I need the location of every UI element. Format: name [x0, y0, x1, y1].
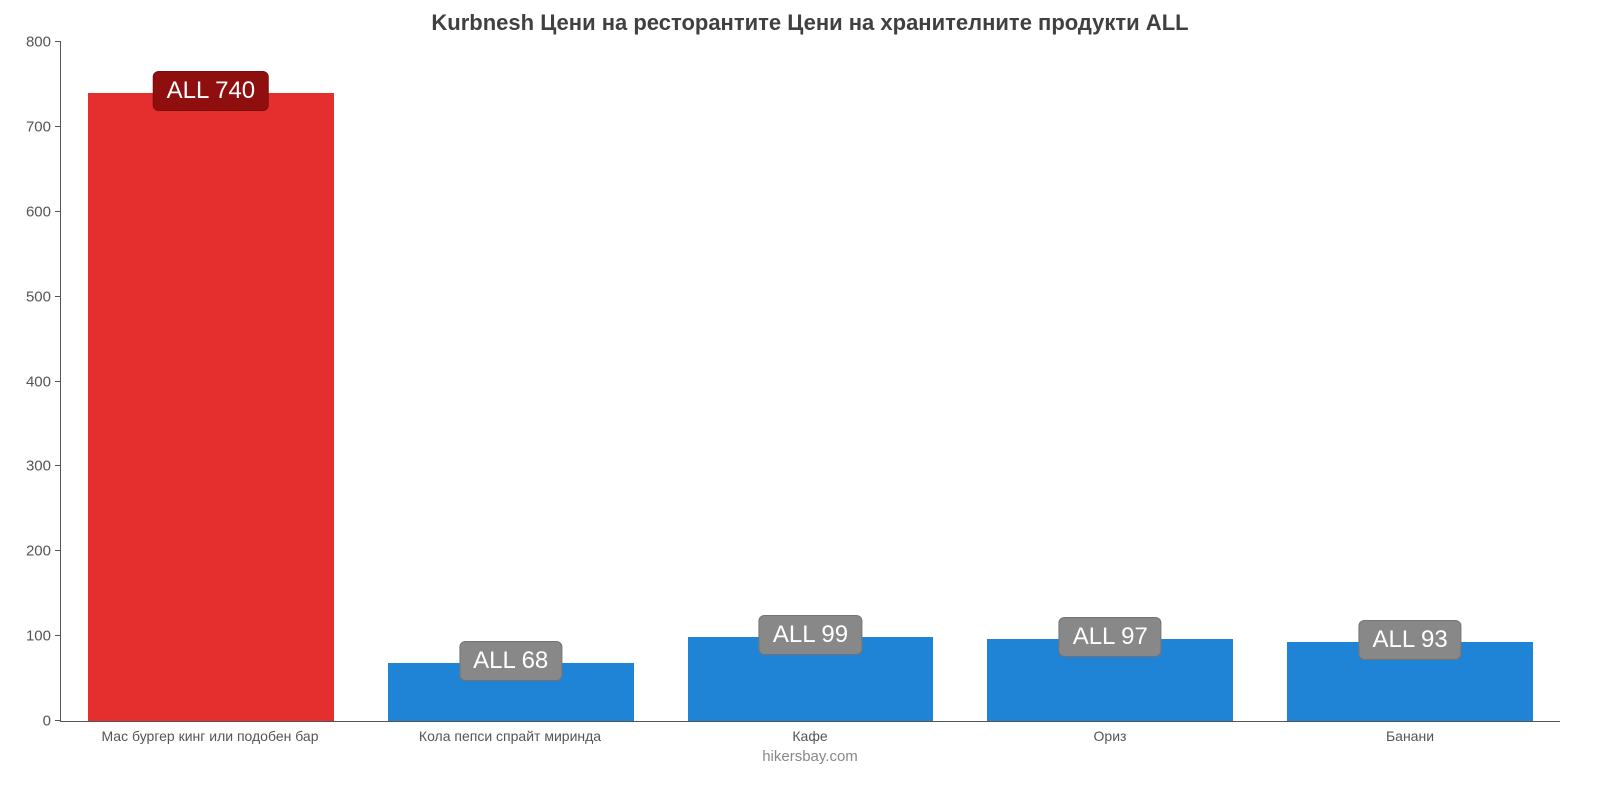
x-axis-label: Ориз — [960, 728, 1260, 744]
bar-slot: ALL 93 — [1260, 42, 1560, 721]
y-tick-mark — [55, 550, 61, 551]
y-tick-label: 100 — [1, 628, 51, 645]
y-tick-label: 400 — [1, 373, 51, 390]
price-bar-chart: Kurbnesh Цени на ресторантите Цени на хр… — [0, 0, 1600, 800]
y-tick-label: 800 — [1, 34, 51, 51]
value-badge: ALL 97 — [1059, 617, 1162, 657]
y-tick-label: 700 — [1, 118, 51, 135]
value-badge: ALL 68 — [459, 641, 562, 681]
bar: ALL 68 — [388, 663, 634, 721]
y-tick-mark — [55, 211, 61, 212]
bars-container: ALL 740 ALL 68 ALL 99 ALL 97 ALL 93 — [61, 42, 1560, 721]
x-axis-label: Мас бургер кинг или подобен бар — [60, 728, 360, 744]
x-axis-label: Банани — [1260, 728, 1560, 744]
bar-slot: ALL 68 — [361, 42, 661, 721]
bar: ALL 93 — [1287, 642, 1533, 721]
bar: ALL 740 — [88, 93, 334, 721]
bar-slot: ALL 740 — [61, 42, 361, 721]
plot-area: ALL 740ALL 68ALL 99ALL 97ALL 93 01002003… — [60, 42, 1560, 722]
y-tick-mark — [55, 381, 61, 382]
y-tick-label: 500 — [1, 288, 51, 305]
y-tick-mark — [55, 465, 61, 466]
value-badge: ALL 93 — [1358, 620, 1461, 660]
chart-title: Kurbnesh Цени на ресторантите Цени на хр… — [60, 10, 1560, 36]
y-tick-mark — [55, 126, 61, 127]
chart-footer: hikersbay.com — [60, 748, 1560, 765]
bar: ALL 97 — [987, 639, 1233, 721]
y-tick-label: 200 — [1, 543, 51, 560]
x-axis-label: Кола пепси спрайт миринда — [360, 728, 660, 744]
x-axis-label: Кафе — [660, 728, 960, 744]
bar-slot: ALL 97 — [960, 42, 1260, 721]
y-tick-label: 600 — [1, 203, 51, 220]
y-tick-mark — [55, 720, 61, 721]
value-badge: ALL 99 — [759, 615, 862, 655]
y-tick-label: 300 — [1, 458, 51, 475]
bar: ALL 99 — [688, 637, 934, 721]
y-tick-mark — [55, 41, 61, 42]
bar-slot: ALL 99 — [661, 42, 961, 721]
y-tick-mark — [55, 296, 61, 297]
value-badge: ALL 740 — [153, 71, 270, 111]
x-axis-labels: Мас бургер кинг или подобен барКола пепс… — [60, 728, 1560, 744]
y-tick-mark — [55, 635, 61, 636]
y-tick-label: 0 — [1, 713, 51, 730]
